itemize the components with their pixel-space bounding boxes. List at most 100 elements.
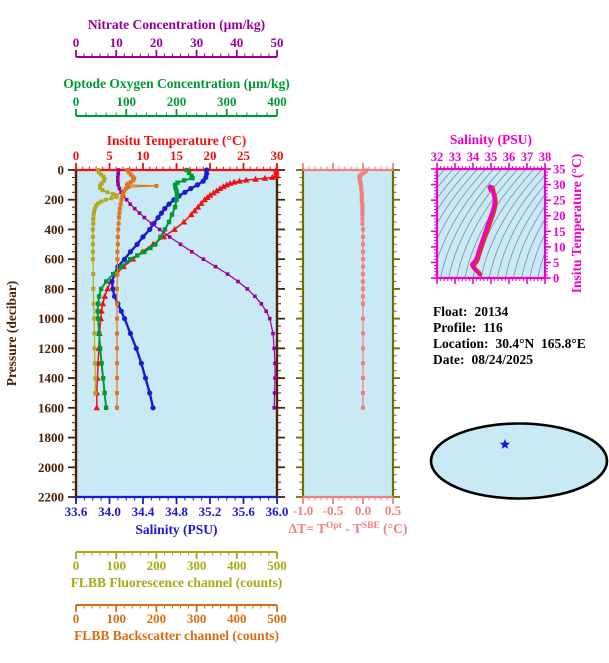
temperature-axis-title: Insitu Temperature (°C): [107, 133, 246, 148]
pressure-axis-title: Pressure (decibar): [4, 281, 19, 387]
tick-label: 50: [271, 35, 284, 50]
profile-plot-area: [76, 170, 277, 497]
map-outline: [429, 422, 609, 500]
tick-label: 35.6: [232, 504, 255, 519]
top-detached-axes: 0 10 20 30 40 50 Nitrate Concentration (µm/kg)…: [63, 17, 290, 117]
map-ocean: [431, 423, 607, 499]
backscatter-axis: 0 100 200 300 400 500 FLBB Backscatter channel…: [73, 604, 287, 643]
tick-label: 100: [106, 611, 126, 626]
oxygen-axis-title: Optode Oxygen Concentration (µm/kg): [63, 76, 289, 91]
tick-label: 10: [110, 35, 123, 50]
tick-label: 300: [187, 611, 207, 626]
tick-label: 15: [170, 148, 184, 163]
tick-label: 15: [553, 225, 566, 239]
fluorescence-axis-title: FLBB Fluorescence channel (counts): [71, 575, 283, 590]
tick-label: 34.8: [165, 504, 188, 519]
info-value-date: 08/24/2025: [471, 352, 533, 367]
nitrate-axis-title: Nitrate Concentration (µm/kg): [88, 17, 265, 32]
tick-label: 32: [431, 150, 444, 164]
nitrate-axis: 0 10 20 30 40 50 Nitrate Concentration (µm/kg): [73, 17, 284, 58]
tick-label: 35: [485, 150, 498, 164]
bottom-detached-axes: 0 100 200 300 400 500 FLBB Fluorescence channe…: [71, 551, 287, 643]
float-location-star: [499, 439, 511, 449]
tick-label: 0: [73, 94, 80, 109]
oxygen-axis: 0 100 200 300 400 Optode Oxygen Concentration…: [63, 76, 290, 117]
tick-label: 5: [553, 256, 559, 270]
tick-label: 37: [521, 150, 534, 164]
fluorescence-axis: 0 100 200 300 400 500 FLBB Fluorescence channe…: [71, 551, 287, 590]
tick-label: 100: [117, 94, 137, 109]
info-label-float: Float:: [433, 304, 468, 319]
tick-label: 25: [553, 194, 566, 208]
float-info-line-float: Float: 20134: [433, 304, 586, 320]
tick-label: 5: [106, 148, 113, 163]
info-value-float: 20134: [474, 304, 509, 319]
isopycnal-contours: [437, 169, 545, 278]
tick-label: 600: [45, 252, 65, 267]
tick-label: 33.6: [65, 504, 88, 519]
tick-label: 30: [190, 35, 203, 50]
salinity-axis-title: Salinity (PSU): [135, 522, 217, 537]
tick-label: 0: [73, 558, 80, 573]
temperature-axis: 0 5 10 15 20 25 30 Insitu Temperature (°C): [73, 133, 284, 172]
tick-label: 500: [267, 558, 287, 573]
tick-label: 200: [147, 611, 167, 626]
info-label-location: Location:: [433, 336, 489, 351]
pressure-axis: 0 200 400 600 800 1000 1200 1400 1600 1800 2000 220…: [4, 163, 285, 505]
float-info-line-profile: Profile: 116: [433, 320, 586, 336]
tick-label: 36: [503, 150, 516, 164]
tick-label: 34: [467, 150, 480, 164]
tick-label: 0: [73, 35, 80, 50]
info-value-profile: 116: [483, 320, 503, 335]
float-info-line-location: Location: 30.4°N 165.8°E: [433, 336, 586, 352]
info-label-date: Date:: [433, 352, 465, 367]
tick-label: 0.5: [385, 503, 402, 518]
tick-label: 35: [553, 163, 566, 177]
tick-label: 400: [267, 94, 287, 109]
tick-label: 0: [73, 611, 80, 626]
main-profile-plot: 0200400600800100012001400160018002000220…: [4, 133, 288, 537]
ts-salinity-title: Salinity (PSU): [450, 132, 532, 147]
salinity-axis: 33.6 34.0 34.4 34.8 35.2 35.6 36.0 Salinity (PS…: [65, 495, 289, 537]
tick-label: -1.0: [293, 503, 314, 518]
delta-t-frame: -1.0 -0.5 0.0 0.5: [293, 163, 402, 518]
tick-label: 200: [147, 558, 167, 573]
tick-label: 400: [227, 611, 247, 626]
tick-label: 500: [267, 611, 287, 626]
series--t: [357, 168, 368, 410]
tick-label: 400: [227, 558, 247, 573]
delta-t-plot-area: [303, 170, 393, 497]
info-label-profile: Profile:: [433, 320, 477, 335]
tick-label: 34.4: [132, 504, 155, 519]
tick-label: 34.0: [98, 504, 121, 519]
tick-label: 36.0: [266, 504, 289, 519]
tick-label: 300: [187, 558, 207, 573]
tick-label: 20: [204, 148, 217, 163]
tick-label: 40: [230, 35, 243, 50]
delta-t-plot: -1.0 -0.5 0.0 0.5 ΔT= TOpt - TSBE (°C): [289, 163, 408, 536]
world-map: [429, 422, 609, 500]
tick-label: 1200: [38, 341, 64, 356]
series-flbb-backscatter-channel: [115, 168, 159, 410]
tick-label: 0.0: [355, 503, 371, 518]
tick-label: 10: [137, 148, 150, 163]
series-flbb-fluorescence-channel: [90, 168, 120, 395]
tick-label: 1800: [38, 430, 64, 445]
tick-label: 33: [449, 150, 462, 164]
tick-label: 2200: [38, 490, 64, 505]
tick-label: 30: [271, 148, 284, 163]
tick-label: 1400: [38, 371, 64, 386]
tick-label: 300: [217, 94, 237, 109]
series-optode-oxygen-concentration: [95, 167, 195, 411]
tick-label: 400: [45, 222, 65, 237]
tick-label: 0: [58, 163, 65, 178]
tick-label: 800: [45, 281, 65, 296]
info-value-location: 30.4°N 165.8°E: [495, 336, 586, 351]
tick-label: 30: [553, 178, 566, 192]
delta-t-axis-title: ΔT= TOpt - TSBE (°C): [289, 521, 408, 536]
ts-temperature-title: Insitu Temperature (°C): [569, 154, 584, 293]
